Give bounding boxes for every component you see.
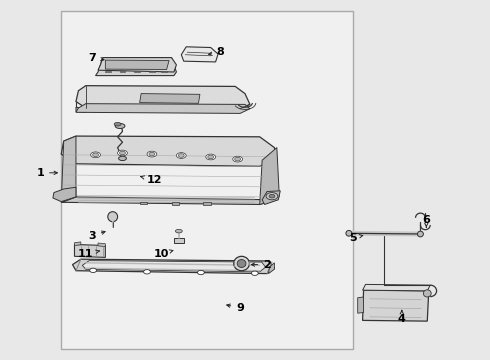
Ellipse shape	[235, 157, 241, 161]
Polygon shape	[172, 202, 179, 205]
Ellipse shape	[234, 256, 249, 271]
Polygon shape	[134, 71, 140, 72]
Polygon shape	[74, 244, 105, 257]
Ellipse shape	[176, 153, 186, 158]
Text: 10: 10	[154, 249, 173, 259]
Text: 11: 11	[78, 249, 99, 259]
Polygon shape	[73, 259, 274, 274]
Ellipse shape	[115, 123, 125, 129]
Text: 12: 12	[141, 175, 162, 185]
Polygon shape	[76, 104, 250, 113]
Polygon shape	[74, 242, 81, 246]
Ellipse shape	[266, 193, 278, 200]
Ellipse shape	[118, 150, 127, 156]
Polygon shape	[358, 297, 364, 313]
Ellipse shape	[237, 260, 246, 267]
Polygon shape	[181, 47, 218, 62]
Polygon shape	[53, 187, 76, 202]
Ellipse shape	[197, 270, 204, 275]
Ellipse shape	[251, 271, 258, 275]
Polygon shape	[120, 71, 125, 72]
Bar	[61, 11, 353, 349]
Ellipse shape	[149, 152, 155, 156]
Text: 1: 1	[36, 168, 57, 178]
Ellipse shape	[178, 154, 184, 157]
Polygon shape	[149, 71, 155, 72]
Polygon shape	[260, 148, 279, 204]
Text: 5: 5	[349, 233, 363, 243]
Ellipse shape	[90, 268, 97, 273]
Polygon shape	[174, 238, 184, 243]
Text: 4: 4	[398, 310, 406, 324]
Polygon shape	[363, 290, 429, 321]
Ellipse shape	[269, 194, 275, 198]
Polygon shape	[61, 136, 277, 166]
Text: 8: 8	[209, 47, 224, 57]
Text: 9: 9	[227, 303, 244, 313]
Ellipse shape	[346, 230, 352, 236]
Text: 6: 6	[422, 215, 430, 228]
Polygon shape	[76, 107, 86, 112]
Ellipse shape	[208, 155, 214, 159]
Polygon shape	[203, 202, 211, 205]
Polygon shape	[76, 86, 250, 109]
Ellipse shape	[423, 290, 431, 297]
Polygon shape	[105, 60, 169, 69]
Polygon shape	[98, 243, 105, 247]
Polygon shape	[262, 191, 280, 204]
Ellipse shape	[144, 270, 150, 274]
Ellipse shape	[120, 151, 125, 155]
Polygon shape	[105, 71, 111, 72]
Polygon shape	[363, 284, 430, 291]
Polygon shape	[269, 263, 274, 274]
Ellipse shape	[147, 151, 157, 157]
Ellipse shape	[93, 153, 98, 157]
Text: 7: 7	[88, 53, 104, 63]
Polygon shape	[96, 58, 176, 76]
Polygon shape	[161, 71, 167, 72]
Polygon shape	[140, 94, 200, 103]
Ellipse shape	[114, 122, 121, 126]
Ellipse shape	[206, 154, 216, 160]
Ellipse shape	[233, 156, 243, 162]
Ellipse shape	[417, 231, 423, 237]
Polygon shape	[61, 197, 274, 204]
Text: 2: 2	[251, 260, 271, 270]
Ellipse shape	[91, 152, 100, 158]
Polygon shape	[98, 58, 176, 72]
Ellipse shape	[175, 229, 182, 233]
Ellipse shape	[108, 212, 118, 222]
Polygon shape	[82, 261, 266, 272]
Polygon shape	[140, 202, 147, 204]
Text: 3: 3	[88, 231, 105, 241]
Polygon shape	[61, 136, 76, 202]
Ellipse shape	[119, 156, 126, 161]
